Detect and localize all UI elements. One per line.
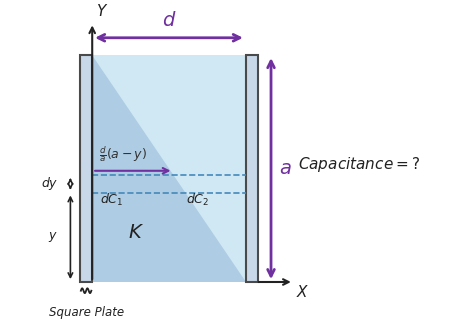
Text: $\frac{d}{a}(a-y)$: $\frac{d}{a}(a-y)$	[99, 144, 147, 164]
Bar	[92, 55, 246, 282]
Text: $Capacitance = ?$: $Capacitance = ?$	[298, 155, 420, 174]
Text: $dy$: $dy$	[41, 175, 58, 192]
Bar	[80, 55, 92, 282]
Text: $dC_2$: $dC_2$	[186, 191, 209, 208]
Text: $K$: $K$	[128, 223, 144, 242]
Text: $d$: $d$	[162, 11, 176, 30]
Text: $dC_1$: $dC_1$	[100, 191, 124, 208]
Text: Square Plate: Square Plate	[48, 306, 124, 319]
Text: $a$: $a$	[279, 159, 292, 178]
Text: $y$: $y$	[48, 230, 58, 244]
Bar	[246, 55, 258, 282]
Text: $X$: $X$	[296, 284, 309, 300]
Text: $Y$: $Y$	[96, 4, 108, 20]
Polygon shape	[92, 55, 246, 282]
